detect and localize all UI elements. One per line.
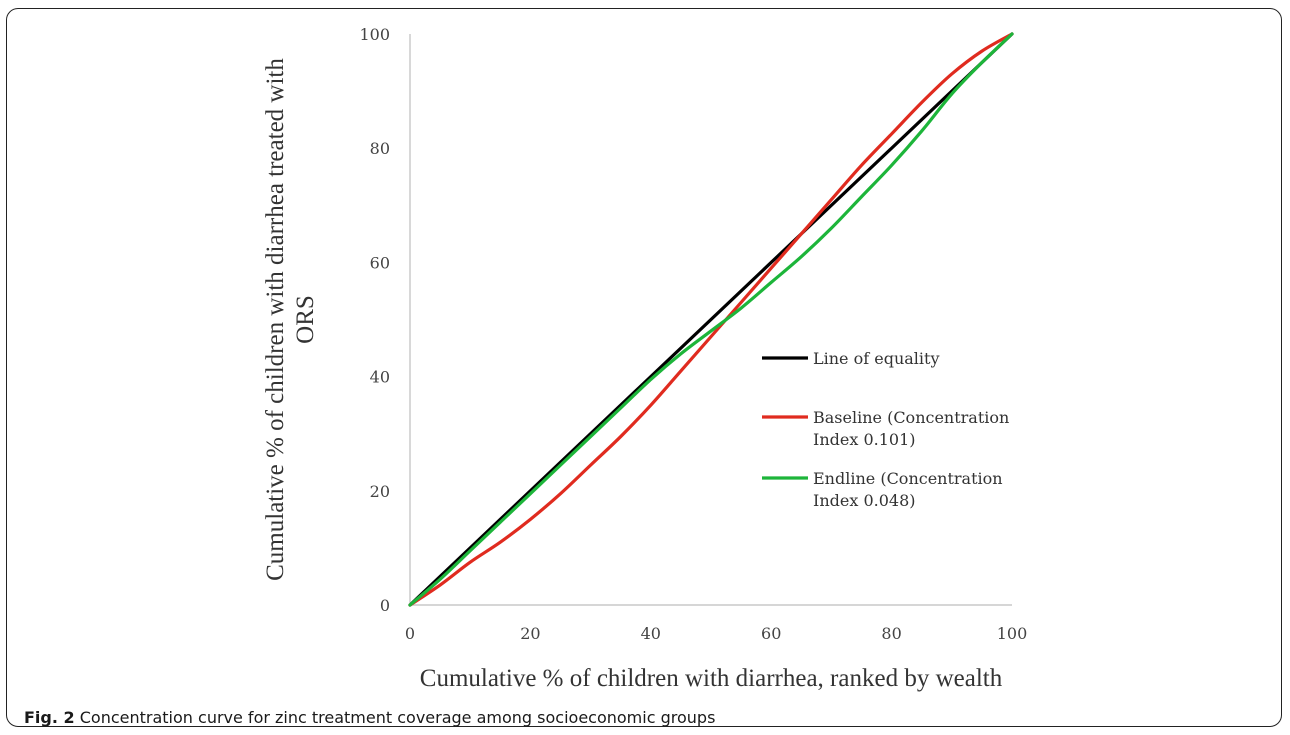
y-axis-title: Cumulative % of children with diarrhea t…: [262, 58, 319, 581]
legend-label-1: Line of equality: [813, 349, 940, 368]
series-lines: [408, 32, 1014, 607]
legend-label-3: Endline (Concentration Index 0.048): [813, 469, 1003, 510]
y-tick-label: 60: [370, 253, 390, 272]
x-tick-label: 80: [881, 624, 901, 643]
series-line-3: [408, 32, 1014, 607]
figure-frame: [6, 8, 1282, 727]
y-tick-label: 40: [370, 368, 390, 387]
y-tick-label: 20: [370, 482, 390, 501]
x-tick-label: 40: [641, 624, 661, 643]
y-tick-label: 0: [380, 596, 390, 615]
y-tick-label: 80: [370, 139, 390, 158]
tick-labels: 0 20 40 60 80 100 0 20 40 60 80 100: [359, 25, 1027, 643]
figure-label: Fig. 2: [24, 708, 75, 727]
figure-caption: Fig. 2 Concentration curve for zinc trea…: [24, 708, 715, 727]
x-tick-label: 100: [997, 624, 1028, 643]
figure-caption-text: Concentration curve for zinc treatment c…: [74, 708, 716, 727]
legend-label-2: Baseline (Concentration Index 0.101): [813, 408, 1009, 449]
x-axis-title: Cumulative % of children with diarrhea, …: [420, 665, 1003, 692]
legend: Line of equality Baseline (Concentration I…: [762, 349, 1009, 510]
x-tick-label: 60: [761, 624, 781, 643]
series-line-1: [408, 32, 1014, 607]
series-line-2: [408, 32, 1014, 607]
y-tick-label: 100: [359, 25, 390, 44]
x-tick-label: 20: [520, 624, 540, 643]
axes: [409, 34, 1012, 606]
x-tick-label: 0: [405, 624, 415, 643]
